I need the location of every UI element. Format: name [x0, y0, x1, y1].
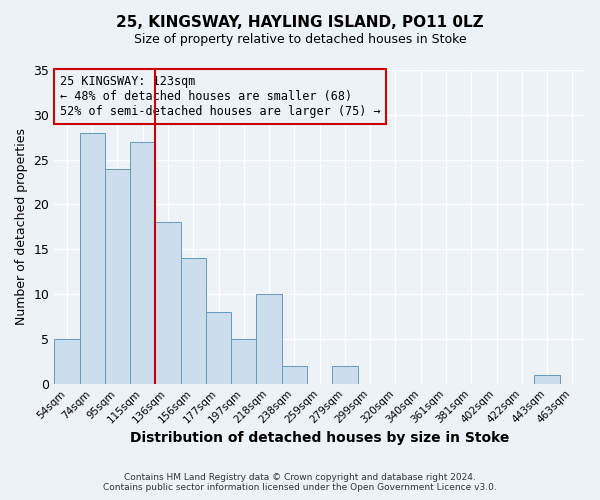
Bar	[256, 294, 282, 384]
Bar	[332, 366, 358, 384]
Text: 25 KINGSWAY: 123sqm
← 48% of detached houses are smaller (68)
52% of semi-detach: 25 KINGSWAY: 123sqm ← 48% of detached ho…	[59, 74, 380, 118]
Bar	[54, 339, 80, 384]
Bar	[231, 339, 256, 384]
Text: 25, KINGSWAY, HAYLING ISLAND, PO11 0LZ: 25, KINGSWAY, HAYLING ISLAND, PO11 0LZ	[116, 15, 484, 30]
Bar	[535, 375, 560, 384]
Bar	[282, 366, 307, 384]
Bar	[130, 142, 155, 384]
Bar	[155, 222, 181, 384]
Bar	[181, 258, 206, 384]
Bar	[105, 168, 130, 384]
Bar	[206, 312, 231, 384]
Text: Contains HM Land Registry data © Crown copyright and database right 2024.
Contai: Contains HM Land Registry data © Crown c…	[103, 473, 497, 492]
Y-axis label: Number of detached properties: Number of detached properties	[15, 128, 28, 326]
Bar	[80, 132, 105, 384]
Text: Size of property relative to detached houses in Stoke: Size of property relative to detached ho…	[134, 32, 466, 46]
X-axis label: Distribution of detached houses by size in Stoke: Distribution of detached houses by size …	[130, 431, 509, 445]
